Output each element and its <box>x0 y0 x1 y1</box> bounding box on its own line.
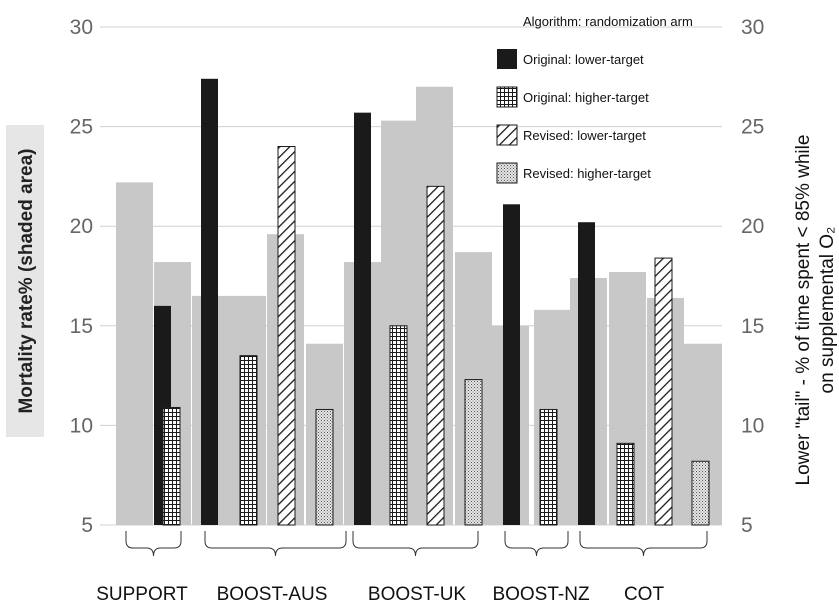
tail-bar-rev-higher <box>464 379 483 526</box>
tail-bar-orig-lower <box>201 78 218 526</box>
tail-bar-orig-higher <box>239 355 258 526</box>
left-tick-label: 20 <box>70 215 93 238</box>
study-brace <box>352 531 479 557</box>
study-brace <box>125 531 182 557</box>
left-axis-title: Mortality rate% (shaded area) <box>6 125 44 437</box>
right-tick-label: 25 <box>741 116 764 139</box>
tail-bar-orig-lower <box>354 112 371 525</box>
tail-bar-orig-lower <box>503 204 520 525</box>
tail-bar-orig-lower <box>578 222 595 525</box>
tail-bars <box>154 78 710 526</box>
legend-label-rev-lower: Revised: lower-target <box>523 128 646 143</box>
legend-label-rev-higher: Revised: higher-target <box>523 166 651 181</box>
study-brace <box>504 531 569 557</box>
tail-bar-rev-higher <box>691 460 710 526</box>
right-tick-label: 5 <box>741 514 753 537</box>
right-tick-label: 30 <box>741 16 764 39</box>
left-tick-label: 10 <box>70 414 93 437</box>
tail-bar-rev-lower <box>654 257 673 526</box>
left-tick-label: 25 <box>70 116 93 139</box>
left-tick-label: 30 <box>70 16 93 39</box>
study-label: COT <box>624 584 665 605</box>
tail-bar-orig-higher <box>539 408 558 526</box>
study-brace <box>579 531 708 557</box>
left-axis-label: Mortality rate% (shaded area) <box>16 148 37 413</box>
study-label: BOOST-UK <box>368 584 467 605</box>
tail-bar-orig-higher <box>616 442 635 526</box>
left-tick-label: 15 <box>70 315 93 338</box>
left-tick-label: 5 <box>81 514 93 537</box>
study-braces <box>125 531 708 557</box>
right-axis-label-line2: on supplemental O₂ <box>817 227 838 394</box>
tail-bar-rev-higher <box>315 408 334 526</box>
study-labels: SUPPORT BOOST-AUS BOOST-UK BOOST-NZ COT <box>96 584 664 605</box>
study-label: BOOST-NZ <box>492 584 590 605</box>
study-label: BOOST-AUS <box>217 584 328 605</box>
right-tick-label: 20 <box>741 215 764 238</box>
legend-swatch-orig-higher <box>496 86 518 108</box>
study-brace <box>204 531 347 557</box>
legend-swatch-rev-lower <box>496 124 518 146</box>
right-axis-label-line1: Lower "tail" - % of time spent < 85% whi… <box>793 135 814 486</box>
legend-swatch-rev-higher <box>496 162 518 184</box>
axis-ticks: 5 5 10 10 15 15 20 20 25 25 30 30 <box>70 16 765 537</box>
tail-bar-rev-lower <box>277 146 296 526</box>
right-tick-label: 10 <box>741 414 764 437</box>
right-tick-label: 15 <box>741 315 764 338</box>
tail-bar-rev-lower <box>426 185 445 526</box>
legend-title: Algorithm: randomization arm <box>523 14 693 29</box>
legend-label-orig-lower: Original: lower-target <box>523 52 644 67</box>
left-axis-title-bg <box>6 125 44 437</box>
tail-bar-orig-higher <box>389 325 408 526</box>
mortality-bar <box>116 182 153 525</box>
legend: Algorithm: randomization arm Original: l… <box>496 14 693 184</box>
tail-bar-orig-higher <box>162 406 181 526</box>
right-axis-title: Lower "tail" - % of time spent < 85% whi… <box>793 135 838 486</box>
legend-label-orig-higher: Original: higher-target <box>523 90 649 105</box>
legend-swatch-orig-lower <box>497 49 517 69</box>
study-label: SUPPORT <box>96 584 188 605</box>
